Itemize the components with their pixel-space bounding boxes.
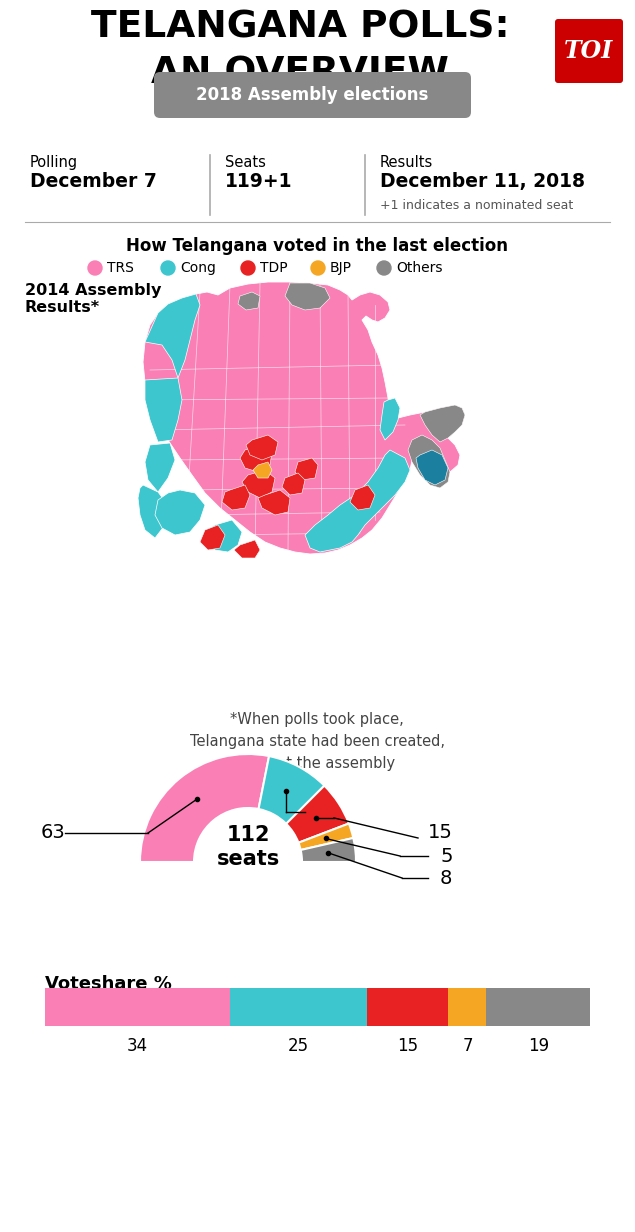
Text: Results: Results — [380, 155, 433, 170]
Polygon shape — [420, 405, 465, 442]
Text: Others: Others — [396, 261, 443, 275]
Polygon shape — [238, 292, 260, 310]
Polygon shape — [242, 469, 275, 498]
Bar — [448, 988, 486, 1026]
Circle shape — [161, 261, 175, 275]
Circle shape — [88, 261, 102, 275]
FancyBboxPatch shape — [154, 71, 471, 118]
Wedge shape — [298, 823, 353, 850]
Bar — [366, 988, 448, 1026]
Polygon shape — [295, 458, 318, 480]
Polygon shape — [155, 490, 205, 535]
Text: 21: 21 — [318, 802, 343, 822]
FancyBboxPatch shape — [555, 18, 623, 83]
Text: 119+1: 119+1 — [225, 172, 293, 191]
Bar — [231, 988, 366, 1026]
Text: December 11, 2018: December 11, 2018 — [380, 172, 585, 191]
Polygon shape — [205, 520, 242, 552]
Text: Voteshare %: Voteshare % — [45, 975, 172, 993]
Polygon shape — [285, 283, 330, 310]
Polygon shape — [380, 398, 400, 440]
Polygon shape — [145, 444, 175, 492]
Text: 5: 5 — [440, 846, 453, 866]
Polygon shape — [222, 485, 250, 510]
Text: 2018 Assembly elections: 2018 Assembly elections — [196, 86, 428, 103]
Bar — [45, 988, 231, 1026]
Text: December 7: December 7 — [30, 172, 157, 191]
Text: 15: 15 — [397, 1037, 418, 1055]
Text: TDP: TDP — [260, 261, 288, 275]
Bar — [486, 988, 590, 1026]
Text: 34: 34 — [127, 1037, 148, 1055]
Text: 8: 8 — [440, 869, 452, 887]
Text: 15: 15 — [428, 823, 453, 843]
Polygon shape — [253, 462, 272, 478]
Text: 25: 25 — [288, 1037, 309, 1055]
Polygon shape — [282, 473, 305, 495]
Polygon shape — [145, 378, 182, 442]
Polygon shape — [138, 485, 170, 538]
Polygon shape — [240, 445, 272, 472]
Text: Cong: Cong — [180, 261, 216, 275]
Text: TRS: TRS — [107, 261, 134, 275]
Text: +1 indicates a nominated seat: +1 indicates a nominated seat — [380, 200, 573, 212]
Text: Seats: Seats — [225, 155, 266, 170]
Text: *When polls took place,
Telangana state had been created,
but not the assembly: *When polls took place, Telangana state … — [189, 712, 444, 771]
Wedge shape — [140, 754, 269, 862]
Text: Polling: Polling — [30, 155, 78, 170]
Polygon shape — [350, 485, 375, 510]
Text: 63: 63 — [41, 823, 65, 843]
Polygon shape — [200, 525, 225, 549]
Polygon shape — [305, 450, 410, 552]
Polygon shape — [145, 294, 200, 378]
Text: TELANGANA POLLS:: TELANGANA POLLS: — [91, 10, 509, 46]
Text: AN OVERVIEW: AN OVERVIEW — [151, 55, 449, 91]
Polygon shape — [416, 450, 448, 485]
Circle shape — [241, 261, 255, 275]
Text: 7: 7 — [462, 1037, 472, 1055]
Wedge shape — [258, 756, 324, 824]
Circle shape — [311, 261, 325, 275]
Text: BJP: BJP — [330, 261, 352, 275]
Polygon shape — [143, 282, 465, 554]
Polygon shape — [258, 490, 290, 515]
Text: TOI: TOI — [565, 39, 613, 63]
Wedge shape — [300, 838, 356, 862]
Polygon shape — [408, 435, 450, 488]
Text: 2014 Assembly
Results*: 2014 Assembly Results* — [25, 283, 161, 315]
Text: How Telangana voted in the last election: How Telangana voted in the last election — [126, 237, 508, 255]
Text: 19: 19 — [528, 1037, 549, 1055]
Wedge shape — [286, 786, 349, 843]
Text: 112
seats: 112 seats — [217, 825, 279, 869]
Polygon shape — [246, 435, 278, 460]
Polygon shape — [234, 540, 260, 558]
Circle shape — [377, 261, 391, 275]
